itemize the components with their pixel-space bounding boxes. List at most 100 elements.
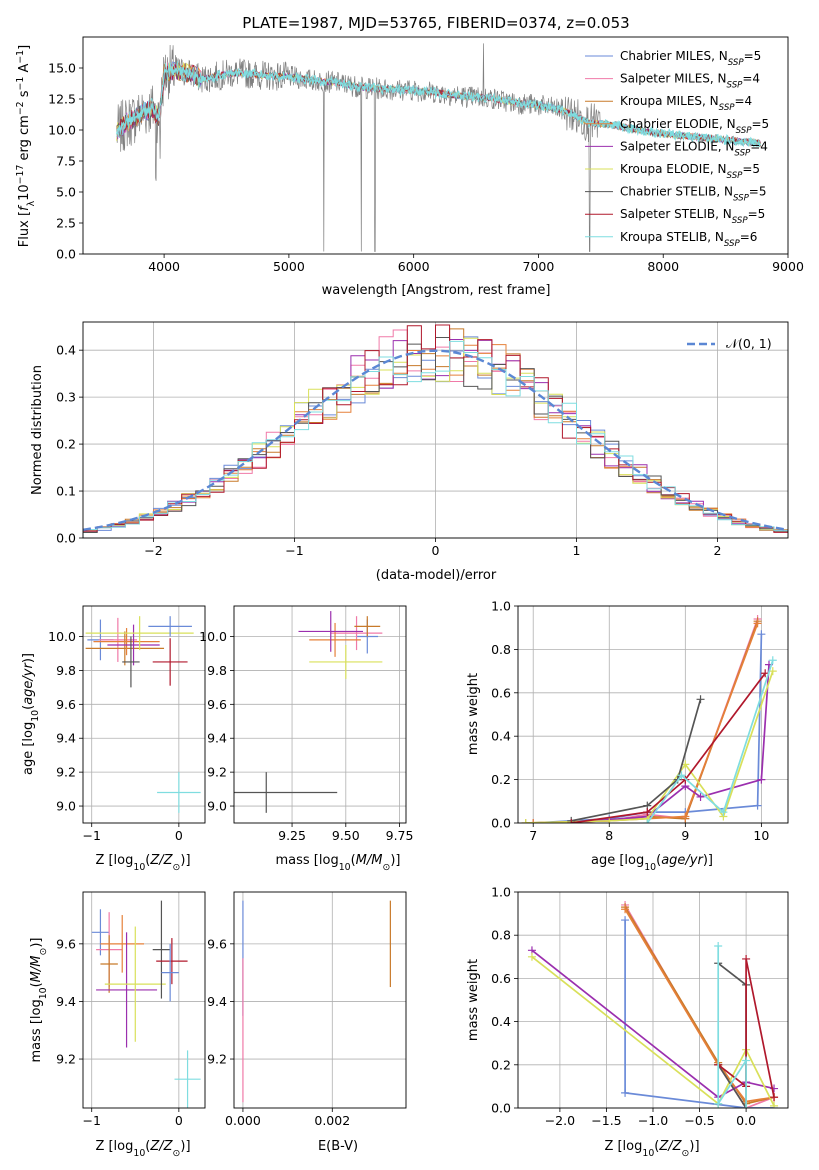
plot-area — [527, 900, 779, 1108]
label-part: ( — [351, 853, 356, 868]
residual-histogram — [83, 340, 788, 538]
y-tick-label: 0.2 — [491, 772, 511, 787]
mass-weight-marker — [529, 819, 538, 823]
label-part: =4 — [742, 72, 760, 86]
label-part: 10 — [339, 862, 351, 873]
label-part: (0, 1) — [738, 336, 772, 351]
label-part: =5 — [748, 207, 766, 221]
label-part: =5 — [742, 162, 760, 176]
y-axis-label: mass weight — [466, 673, 481, 755]
legend-entry: Kroupa STELIB, NSSP=6 — [620, 230, 757, 249]
label-part: Chabrier ELODIE, N — [620, 117, 736, 131]
x-tick-label: 0 — [175, 828, 183, 843]
label-part: 10 — [17, 184, 32, 201]
label-part: ( — [656, 853, 661, 868]
plot-area — [85, 616, 201, 813]
x-axis-label: E(B-V) — [318, 1139, 358, 1154]
label-part: Flux [ — [17, 211, 32, 247]
label-part: 10 — [30, 710, 41, 722]
mass-weight-marker — [681, 812, 690, 821]
x-tick-label: −1 — [82, 828, 100, 843]
mass-weight-marker — [742, 1104, 751, 1108]
plot-area — [234, 611, 383, 813]
mass-weight-line — [646, 660, 774, 823]
y-tick-label: 9.8 — [207, 663, 227, 678]
x-tick-label: 9000 — [772, 259, 804, 274]
axes-frame — [233, 605, 407, 824]
y-tick-label: 9.6 — [207, 936, 227, 951]
label-part: erg cm — [17, 115, 32, 164]
mass-weight-marker — [527, 952, 536, 961]
y-tick-label: 0.2 — [491, 1057, 511, 1072]
y-tick-label: 1.0 — [491, 599, 511, 614]
legend-entry: Salpeter MILES, NSSP=4 — [620, 72, 760, 91]
y-tick-label: 1.0 — [491, 885, 511, 900]
panel-massweight_vs_Z: −2.0 −1.5 −1.0 −0.5 0.0 0.0 0.2 0.4 0.6 0.8 1.0 Z [… — [466, 885, 789, 1159]
label-part: SSP — [719, 103, 736, 113]
x-tick-label: −0.5 — [684, 1113, 714, 1128]
x-tick-label: 8000 — [647, 259, 679, 274]
axes-frame — [517, 605, 789, 824]
label-part: 𝒩 — [726, 336, 741, 351]
label-part: )] — [689, 1139, 699, 1154]
mass-weight-marker — [696, 792, 705, 801]
panel-spectrum: 4000 5000 6000 7000 8000 9000 0.0 2.5 5.0 7.5 10.0… — [15, 36, 804, 298]
y-tick-label: 9.2 — [207, 765, 227, 780]
x-tick-label: 9.50 — [332, 828, 360, 843]
x-tick-label: −2.0 — [545, 1113, 575, 1128]
y-tick-label: 9.2 — [56, 765, 76, 780]
x-tick-label: 0.0 — [736, 1113, 756, 1128]
label-part: M/M — [356, 853, 383, 868]
label-part: Z [log — [95, 853, 133, 868]
mass-weight-marker — [643, 808, 652, 817]
label-part: Chabrier STELIB, N — [620, 185, 733, 199]
figure-title: PLATE=1987, MJD=53765, FIBERID=0374, z=0… — [242, 14, 629, 32]
y-tick-label: 9.2 — [56, 1052, 76, 1067]
y-tick-label: 10.0 — [48, 123, 76, 138]
x-axis-label: age [log10(age/yr)] — [591, 853, 713, 873]
label-part: SSP — [733, 194, 750, 204]
y-tick-label: 9.0 — [207, 799, 227, 814]
y-tick-label: 0.4 — [56, 343, 76, 358]
label-part: M/M — [29, 956, 44, 983]
mass-weight-marker — [757, 630, 766, 639]
label-part: =5 — [744, 49, 762, 63]
label-part: )] — [390, 853, 400, 868]
label-part: )] — [180, 1139, 190, 1154]
legend-entry: Salpeter ELODIE, NSSP=4 — [620, 139, 768, 158]
label-part: Salpeter ELODIE, N — [620, 139, 734, 153]
mass-weight-marker — [757, 775, 766, 784]
x-tick-label: 2 — [714, 543, 722, 558]
axes-frame — [82, 605, 206, 824]
x-tick-label: −1.0 — [638, 1113, 668, 1128]
x-tick-label: 0.000 — [225, 1113, 261, 1128]
label-part: =6 — [740, 230, 758, 244]
legend-entry: Chabrier MILES, NSSP=5 — [620, 49, 761, 68]
mass-weight-marker — [621, 905, 630, 914]
label-part: =4 — [750, 139, 768, 153]
mass-weight-line — [571, 699, 702, 822]
label-part: SSP — [732, 216, 749, 226]
x-tick-label: 6000 — [398, 259, 430, 274]
mass-weight-line — [531, 956, 775, 1107]
mass-weight-marker — [621, 1088, 630, 1097]
mass-weight-marker — [770, 1084, 779, 1093]
mass-weight-marker — [696, 695, 705, 704]
x-tick-label: 0 — [175, 1113, 183, 1128]
panel-mass_vs_ebv: 0.000 0.002 9.2 9.4 9.6 E(B-V) — [207, 891, 407, 1154]
y-tick-label: 9.4 — [56, 731, 76, 746]
y-tick-label: 0.6 — [491, 971, 511, 986]
x-tick-label: 9 — [681, 828, 689, 843]
mass-weight-line — [717, 946, 747, 1108]
x-axis-label: Z [log10(Z/Z⊙)] — [95, 1139, 190, 1159]
legend-entry: Chabrier STELIB, NSSP=5 — [620, 185, 767, 204]
y-tick-label: 9.6 — [56, 936, 76, 951]
label-part: Chabrier MILES, N — [620, 49, 728, 63]
x-tick-label: 10 — [753, 828, 769, 843]
label-part: SSP — [734, 148, 751, 158]
label-part: −1 — [15, 50, 26, 64]
x-axis-label: (data-model)/error — [376, 568, 497, 583]
label-part: SSP — [727, 171, 744, 181]
x-axis-label: Z [log10(Z/Z⊙)] — [95, 853, 190, 873]
legend-entry: Salpeter STELIB, NSSP=5 — [620, 207, 765, 226]
